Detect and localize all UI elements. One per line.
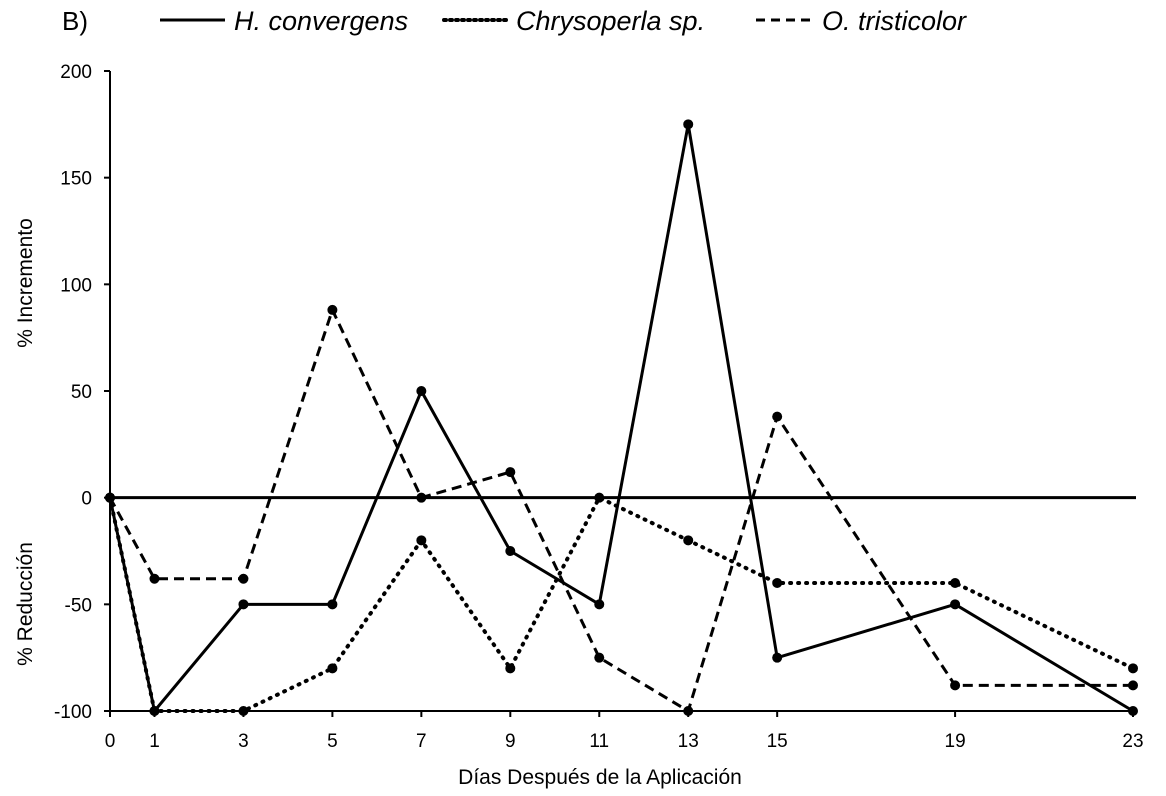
legend: H. convergens Chrysoperla sp. O. tristic… xyxy=(160,6,967,36)
data-point-chrysoperla-sp xyxy=(1128,663,1138,674)
data-point-chrysoperla-sp xyxy=(505,663,516,674)
series-o-tristicolor xyxy=(105,304,1138,716)
data-point-h-convergens xyxy=(327,599,338,610)
y-tick-label: -100 xyxy=(54,702,92,723)
series-line-h-convergens xyxy=(108,122,1134,713)
y-tick-label: -50 xyxy=(65,595,92,616)
data-point-h-convergens xyxy=(1128,706,1138,716)
data-point-h-convergens xyxy=(683,119,694,130)
y-axis-title-bottom: % Reducción xyxy=(14,542,37,666)
data-point-chrysoperla-sp xyxy=(683,535,694,546)
data-point-o-tristicolor xyxy=(683,706,694,716)
data-point-o-tristicolor xyxy=(105,492,115,503)
series-line-chrysoperla-sp xyxy=(108,495,1135,713)
data-point-chrysoperla-sp xyxy=(416,535,427,546)
data-point-h-convergens xyxy=(772,652,783,663)
x-tick-label: 23 xyxy=(1122,731,1143,752)
x-tick-label: 9 xyxy=(505,731,516,752)
x-tick-label: 3 xyxy=(238,731,249,752)
data-point-h-convergens xyxy=(238,599,249,610)
series-layer xyxy=(105,119,1138,716)
data-point-h-convergens xyxy=(416,386,427,396)
data-point-h-convergens xyxy=(505,546,516,556)
x-tick-label: 1 xyxy=(149,731,160,752)
data-point-o-tristicolor xyxy=(1128,680,1138,691)
data-point-o-tristicolor xyxy=(950,680,961,691)
y-tick-label: 0 xyxy=(81,489,92,510)
x-tick-label: 19 xyxy=(945,731,966,752)
x-tick-label: 7 xyxy=(416,731,427,752)
data-point-chrysoperla-sp xyxy=(238,706,249,716)
data-point-o-tristicolor xyxy=(505,467,516,478)
x-tick-label: 0 xyxy=(105,731,116,752)
x-tick-label: 11 xyxy=(589,731,609,752)
data-point-chrysoperla-sp xyxy=(149,706,160,716)
data-point-o-tristicolor xyxy=(772,411,783,422)
y-axis-title-top: % Incremento xyxy=(14,218,37,348)
data-point-h-convergens xyxy=(950,599,961,610)
y-tick-label: 150 xyxy=(60,169,92,190)
x-tick-label: 5 xyxy=(327,731,338,752)
data-point-o-tristicolor xyxy=(594,652,605,663)
y-tick-label: 200 xyxy=(60,62,92,83)
series-line-o-tristicolor xyxy=(108,308,1133,713)
data-point-o-tristicolor xyxy=(238,573,249,584)
data-point-o-tristicolor xyxy=(149,573,160,584)
panel-label: B) xyxy=(62,6,88,36)
data-point-o-tristicolor xyxy=(416,492,427,503)
x-ticks: 0 1 3 5 7 9 11 13 15 19 23 xyxy=(105,711,1144,752)
y-tick-label: 50 xyxy=(71,382,92,403)
data-point-chrysoperla-sp xyxy=(594,492,605,503)
legend-label-chrysoperla: Chrysoperla sp. xyxy=(516,6,705,36)
data-point-chrysoperla-sp xyxy=(950,578,961,588)
x-tick-label: 15 xyxy=(767,731,788,752)
series-chrysoperla-sp xyxy=(105,492,1138,716)
x-tick-label: 13 xyxy=(678,731,699,752)
x-axis-title: Días Después de la Aplicación xyxy=(458,766,742,789)
data-point-chrysoperla-sp xyxy=(327,663,338,674)
data-point-chrysoperla-sp xyxy=(772,578,783,588)
data-point-o-tristicolor xyxy=(327,304,338,315)
series-h-convergens xyxy=(105,119,1138,716)
y-ticks: 200 150 100 50 0 -50 -100 xyxy=(54,62,110,723)
legend-label-h-convergens: H. convergens xyxy=(234,6,408,36)
data-point-h-convergens xyxy=(594,599,605,610)
y-tick-label: 100 xyxy=(60,275,92,296)
legend-label-o-tristicolor: O. tristicolor xyxy=(822,6,967,36)
